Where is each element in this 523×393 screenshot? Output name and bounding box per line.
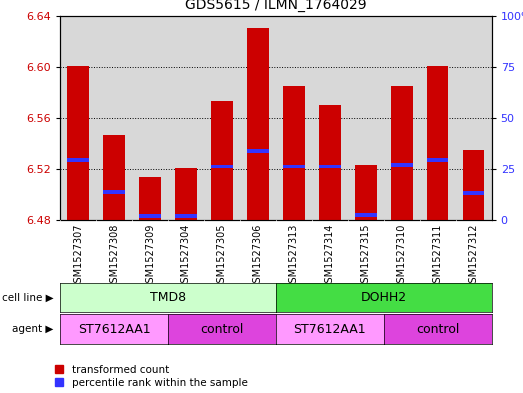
Legend: transformed count, percentile rank within the sample: transformed count, percentile rank withi… (55, 365, 247, 388)
Text: GSM1527307: GSM1527307 (73, 223, 83, 288)
Text: ST7612AA1: ST7612AA1 (78, 323, 151, 336)
Text: GSM1527304: GSM1527304 (181, 223, 191, 288)
Text: GSM1527314: GSM1527314 (325, 223, 335, 288)
Bar (247, 28, 269, 220)
Bar (211, 165, 233, 168)
Text: DOHH2: DOHH2 (361, 291, 407, 304)
Bar (211, 101, 233, 220)
Text: GSM1527309: GSM1527309 (145, 223, 155, 288)
Text: agent ▶: agent ▶ (13, 324, 54, 334)
Text: cell line ▶: cell line ▶ (2, 293, 54, 303)
Bar (319, 165, 340, 168)
Text: control: control (200, 323, 244, 336)
Text: ST7612AA1: ST7612AA1 (293, 323, 366, 336)
Bar (175, 168, 197, 220)
Bar (175, 214, 197, 218)
Bar (463, 191, 484, 195)
Bar (355, 213, 377, 217)
Bar (391, 163, 413, 167)
Text: GSM1527312: GSM1527312 (469, 223, 479, 288)
Bar (283, 86, 304, 220)
Bar (67, 66, 89, 220)
Bar (139, 214, 161, 218)
Bar (103, 190, 125, 194)
Text: GSM1527306: GSM1527306 (253, 223, 263, 288)
Text: GSM1527305: GSM1527305 (217, 223, 227, 288)
Bar (319, 105, 340, 220)
Text: TMD8: TMD8 (150, 291, 186, 304)
Bar (463, 150, 484, 220)
Text: GSM1527315: GSM1527315 (361, 223, 371, 288)
Text: GSM1527313: GSM1527313 (289, 223, 299, 288)
Bar (391, 86, 413, 220)
Bar (427, 158, 448, 162)
Bar (283, 165, 304, 168)
Text: control: control (416, 323, 459, 336)
Bar (427, 66, 448, 220)
Text: GSM1527308: GSM1527308 (109, 223, 119, 288)
Bar (247, 149, 269, 153)
Text: GSM1527311: GSM1527311 (433, 223, 442, 288)
Bar (355, 165, 377, 220)
Bar (139, 176, 161, 220)
Bar (103, 134, 125, 220)
Bar (67, 158, 89, 162)
Text: GSM1527310: GSM1527310 (397, 223, 407, 288)
Title: GDS5615 / ILMN_1764029: GDS5615 / ILMN_1764029 (185, 0, 367, 12)
